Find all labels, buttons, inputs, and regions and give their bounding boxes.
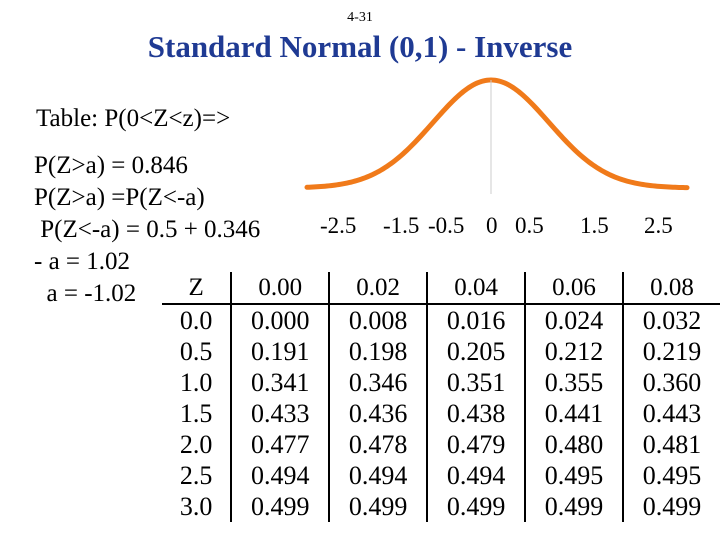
z-value-cell: 2.5 [162,460,233,491]
probability-cell: 0.219 [642,337,702,366]
probability-cell: 0.000 [231,304,331,336]
derivation-line: P(Z<-a) = 0.5 + 0.346 [34,216,261,243]
probability-cell: 0.205 [427,336,527,367]
probability-cell: 0.499 [329,491,429,522]
table-header-cell: 0.02 [329,272,429,305]
probability-cell: 0.433 [231,398,331,429]
probability-cell: 0.481 [642,430,702,459]
derivation-steps: P(Z>a) = 0.846 P(Z>a) =P(Z<-a) P(Z<-a) =… [34,150,260,310]
z-value-cell: 1.5 [162,398,233,429]
slide-number: 4-31 [347,10,373,25]
probability-cell: 0.355 [525,367,625,398]
table-row: 3.0 0.499 0.499 0.499 0.499 0.499 [162,491,720,522]
probability-cell: 0.478 [329,429,429,460]
axis-tick-label: -1.5 [383,213,420,238]
z-value-cell: 0.0 [162,304,233,336]
axis-tick-label: -2.5 [320,213,357,238]
table-header-cell: 0.06 [525,272,625,305]
axis-tick-label: -0.5 [428,213,465,238]
probability-cell: 0.494 [231,460,331,491]
table-caption: Table: P(0<Z<z)=> [36,105,231,132]
probability-cell: 0.008 [329,304,429,336]
probability-cell: 0.198 [329,336,429,367]
probability-cell: 0.351 [427,367,527,398]
probability-cell: 0.443 [642,399,702,428]
table-header-cell: 0.04 [427,272,527,305]
probability-cell: 0.436 [329,398,429,429]
probability-cell: 0.479 [427,429,527,460]
table-header-cell: 0.08 [623,272,720,305]
probability-cell: 0.495 [642,461,702,490]
probability-cell: 0.032 [642,306,702,335]
axis-tick-label: 0.5 [515,213,544,238]
axis-tick-label: 0 [486,213,498,238]
z-value-cell: 1.0 [162,367,233,398]
z-value-cell: 0.5 [162,336,233,367]
z-value-cell: 3.0 [162,491,233,522]
probability-cell: 0.360 [642,368,702,397]
table-row: 2.5 0.494 0.494 0.494 0.495 0.495 [162,460,720,491]
table-header-cell: 0.00 [231,272,331,305]
normal-curve-graphic [304,77,690,194]
probability-cell: 0.016 [427,304,527,336]
probability-cell: 0.191 [231,336,331,367]
derivation-line: P(Z>a) = 0.846 [34,152,188,179]
probability-cell: 0.499 [642,492,702,521]
probability-cell: 0.499 [427,491,527,522]
z-table: Z 0.00 0.02 0.04 0.06 0.08 0.0 0.000 0.008… [162,272,720,522]
table-row: 0.5 0.191 0.198 0.205 0.212 0.219 [162,336,720,367]
probability-cell: 0.024 [525,304,625,336]
probability-cell: 0.441 [525,398,625,429]
probability-cell: 0.499 [231,491,331,522]
probability-cell: 0.438 [427,398,527,429]
axis-tick-label: 2.5 [644,213,673,238]
probability-cell: 0.494 [329,460,429,491]
table-row: 1.5 0.433 0.436 0.438 0.441 0.443 [162,398,720,429]
table-header-row: Z 0.00 0.02 0.04 0.06 0.08 [162,272,720,305]
probability-cell: 0.494 [427,460,527,491]
probability-cell: 0.499 [525,491,625,522]
table-row: 1.0 0.341 0.346 0.351 0.355 0.360 [162,367,720,398]
probability-cell: 0.346 [329,367,429,398]
derivation-line: P(Z>a) =P(Z<-a) [34,184,205,211]
probability-cell: 0.341 [231,367,331,398]
derivation-line: a = -1.02 [34,280,137,307]
derivation-line: - a = 1.02 [34,248,131,275]
z-value-cell: 2.0 [162,429,233,460]
axis-tick-label: 1.5 [580,213,609,238]
table-body: 0.0 0.000 0.008 0.016 0.024 0.032 0.5 0.191 0.19… [162,304,720,522]
probability-cell: 0.480 [525,429,625,460]
table-row: 2.0 0.477 0.478 0.479 0.480 0.481 [162,429,720,460]
normal-curve-line [304,77,690,191]
probability-cell: 0.495 [525,460,625,491]
probability-cell: 0.477 [231,429,331,460]
probability-cell: 0.212 [525,336,625,367]
table-row: 0.0 0.000 0.008 0.016 0.024 0.032 [162,304,720,336]
slide-title: Standard Normal (0,1) - Inverse [147,29,573,64]
table-header-cell: Z [162,272,233,305]
